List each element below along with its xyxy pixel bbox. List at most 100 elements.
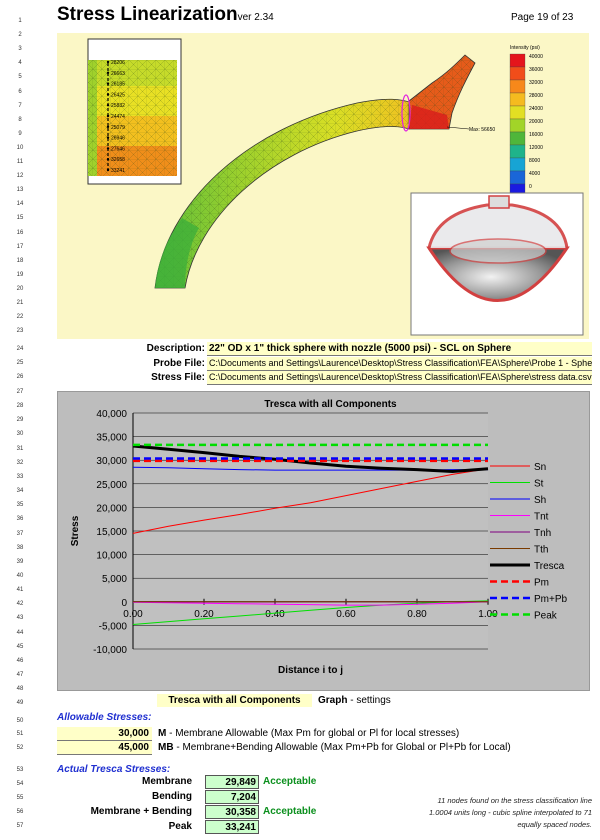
node-label: 27646 (111, 146, 125, 152)
row-number: 33 (16, 473, 24, 480)
legend-tick: 36000 (529, 67, 543, 73)
row-number: 30 (16, 431, 24, 438)
row-number: 32 (16, 459, 24, 466)
row-number: 43 (16, 615, 24, 622)
row-number: 3 (18, 46, 22, 53)
legend-title: Intensity (psi) (510, 45, 540, 51)
legend-tick: 0 (529, 184, 532, 190)
legend-swatch (509, 131, 526, 146)
settings-label: - settings (347, 695, 391, 706)
row-number: 27 (16, 389, 24, 395)
legend-label: Tth (534, 545, 548, 556)
row-number: 44 (16, 629, 24, 636)
membrane-value: 29,849 (205, 775, 259, 789)
row-number: 31 (16, 445, 24, 452)
fea-image: 28206 26663 26185 26425 25832 24474 25079 26946… (57, 33, 589, 339)
row-number: 4 (18, 60, 22, 67)
title-text: Stress Linearization (57, 4, 238, 25)
row-number: 20 (16, 285, 24, 292)
row-number: 9 (18, 130, 22, 137)
y-axis-label: Stress (70, 515, 81, 546)
row-number: 53 (16, 767, 24, 773)
allowable-mb-text: MB - Membrane+Bending Allowable (Max Pm+… (158, 741, 511, 754)
row-number: 52 (16, 745, 24, 751)
y-tick-label: 40,000 (96, 409, 127, 420)
y-tick-label: 20,000 (96, 503, 127, 514)
max-stress-label: Max: 56650 (469, 127, 495, 133)
row-number-gutter: 1 2 3 4 5 6 7 8 9 10 11 12 13 14 15 16 17 18 19 20 21 22 23 24 2… (0, 0, 40, 840)
row-number: 13 (16, 187, 24, 194)
stress-file-row: Stress File: C:\Documents and Settings\L… (57, 371, 592, 385)
node-marker (106, 82, 110, 85)
row-number: 54 (16, 781, 24, 787)
membrane-status: Acceptable (263, 776, 317, 787)
x-tick-label: 0.00 (123, 609, 143, 620)
bending-label: Bending (152, 791, 192, 802)
x-tick-label: 0.40 (265, 609, 285, 620)
legend-label: Pm (534, 578, 549, 589)
row-number: 56 (16, 809, 24, 815)
allowable-m-code: M (158, 728, 167, 739)
node-marker (106, 125, 110, 128)
row-number: 11 (16, 159, 24, 165)
allowable-mb-field[interactable]: 45,000 (57, 741, 152, 755)
node-label: 33241 (111, 168, 125, 174)
row-number: 17 (16, 243, 24, 250)
node-label: 24474 (111, 114, 125, 120)
row-number: 22 (16, 314, 24, 321)
chart-container: Tresca with all Components 40,000 35,000 30… (57, 391, 590, 691)
graph-label: Graph (318, 695, 348, 706)
y-tick-label: 35,000 (96, 433, 127, 444)
allowable-row-mb: 45,000 MB - Membrane+Bending Allowable (… (57, 741, 592, 755)
row-number: 26 (16, 374, 24, 380)
description-field[interactable]: 22" OD x 1" thick sphere with nozzle (50… (207, 342, 592, 356)
membrane-bending-label: Membrane + Bending (90, 806, 192, 817)
page-number: Page 19 of 23 (511, 12, 574, 23)
stress-file-field[interactable]: C:\Documents and Settings\Laurence\Deskt… (207, 371, 592, 385)
row-number: 40 (16, 572, 24, 579)
graph-settings: Graph - settings (318, 694, 391, 707)
node-label: 25832 (111, 103, 125, 109)
legend-swatch (509, 53, 526, 68)
legend-tick: 20000 (529, 119, 543, 125)
row-number: 28 (16, 403, 24, 410)
row-number: 42 (16, 601, 24, 608)
row-number: 18 (16, 257, 24, 264)
version-label: ver 2.34 (237, 12, 274, 23)
row-number: 7 (18, 102, 22, 109)
row-number: 24 (16, 346, 24, 352)
actual-row-bending: Bending 7,204 (0, 790, 600, 804)
chart-svg: Tresca with all Components 40,000 35,000 30… (70, 399, 568, 676)
row-number: 48 (16, 686, 24, 692)
node-marker (106, 136, 110, 139)
row-number: 19 (16, 271, 24, 278)
node-marker (106, 104, 110, 107)
y-tick-label: 25,000 (96, 480, 127, 491)
legend-label: Pm+Pb (534, 594, 568, 605)
zoom-inset: 28206 26663 26185 26425 25832 24474 25079 26946… (87, 38, 182, 185)
y-tick-label: 5,000 (102, 574, 127, 585)
row-number: 57 (16, 823, 24, 829)
peak-label: Peak (168, 821, 192, 832)
probe-file-field[interactable]: C:\Documents and Settings\Laurence\Deskt… (207, 357, 592, 371)
series-line-st (132, 600, 489, 625)
row-number: 5 (18, 74, 22, 81)
legend-label: Sh (534, 495, 546, 506)
node-marker (106, 60, 110, 64)
legend-label: Tresca (534, 561, 565, 572)
legend-tick: 40000 (529, 54, 543, 60)
row-number: 36 (16, 516, 24, 523)
legend-tick: 4000 (529, 171, 540, 177)
node-marker (106, 147, 110, 150)
allowable-m-field[interactable]: 30,000 (57, 727, 152, 741)
y-tick-label: -10,000 (93, 645, 127, 656)
membrane-bending-status: Acceptable (263, 806, 317, 817)
x-tick-label: 1.00 (478, 609, 498, 620)
allowable-m-text: M - Membrane Allowable (Max Pm for globa… (158, 727, 459, 740)
chart-selector[interactable]: Tresca with all Components (157, 694, 312, 707)
node-label: 26946 (111, 136, 125, 142)
probe-file-label: Probe File: (153, 358, 205, 369)
series-line-sn (132, 468, 489, 534)
row-number: 15 (16, 215, 24, 222)
row-number: 34 (16, 488, 24, 495)
